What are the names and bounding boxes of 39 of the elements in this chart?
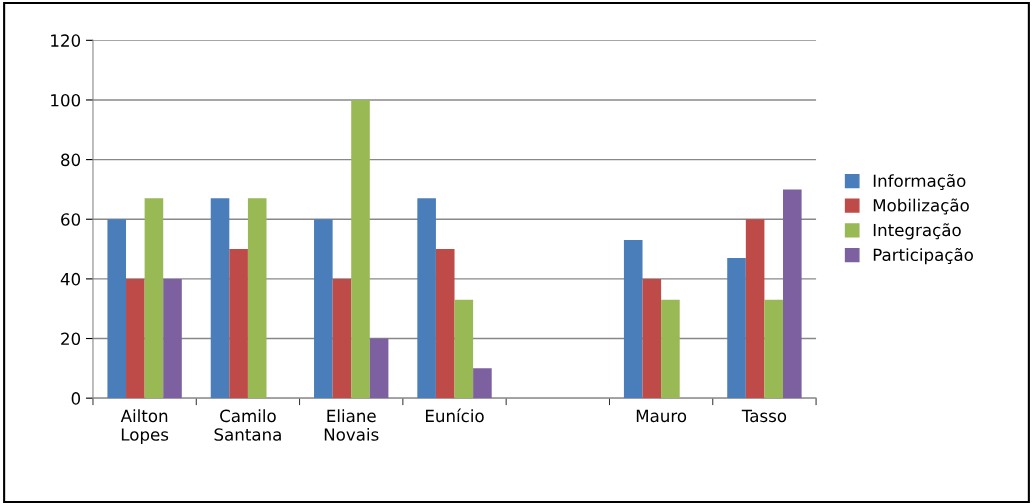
- legend-label: Integração: [873, 223, 961, 240]
- bar: [369, 338, 389, 399]
- x-tick-label: Eunício: [426, 408, 484, 423]
- y-tick-label: 120: [51, 34, 81, 47]
- x-tick-label: Mauro: [636, 409, 687, 423]
- bar: [435, 249, 455, 399]
- bar: [107, 219, 127, 399]
- x-tick-label: Eliane Novais: [324, 409, 379, 441]
- y-tick-label: 80: [61, 153, 81, 167]
- bar: [247, 198, 267, 399]
- bar: [351, 99, 370, 399]
- y-tick-label: 20: [61, 332, 81, 346]
- y-tick-label: 100: [51, 93, 81, 107]
- bar: [332, 278, 352, 399]
- x-tick-label: Ailton Lopes: [120, 409, 169, 445]
- bar: [163, 278, 182, 399]
- legend-label: Informação: [873, 173, 966, 191]
- bar: [126, 278, 145, 399]
- bar: [623, 240, 643, 399]
- y-tick-label: 60: [61, 213, 81, 226]
- bar: [783, 189, 802, 399]
- bar: [454, 299, 474, 399]
- bar: [314, 219, 333, 399]
- bar: [473, 368, 492, 399]
- bar: [210, 198, 230, 399]
- legend-label: Mobilização: [873, 198, 969, 215]
- legend-label: Participação: [873, 247, 973, 265]
- bar: [727, 258, 746, 399]
- bar: [144, 198, 164, 399]
- bar: [229, 249, 248, 399]
- bar: [642, 278, 662, 399]
- x-tick-label: Tasso: [741, 409, 787, 423]
- y-tick-label: 40: [60, 272, 81, 286]
- bar: [745, 219, 765, 399]
- bar: [661, 299, 680, 399]
- bar: [417, 198, 436, 399]
- y-tick-label: 0: [71, 392, 81, 405]
- bar: [764, 299, 784, 399]
- x-tick-label: Camilo Santana: [214, 409, 281, 441]
